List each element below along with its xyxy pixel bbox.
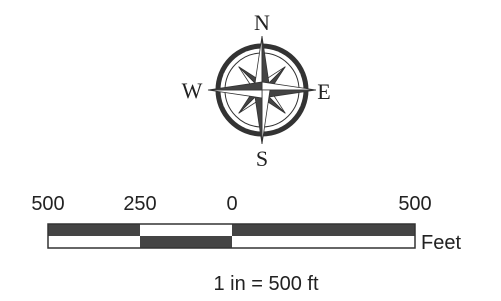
scale-label: 250 [123, 193, 156, 215]
scale-segment [140, 236, 232, 248]
compass-tick [245, 51, 247, 53]
compass-tick [223, 104, 225, 106]
south-label: S [256, 146, 268, 171]
compass-tick [276, 126, 278, 128]
scale-segment [48, 224, 140, 236]
compass-tick [276, 51, 278, 53]
north-label: N [254, 10, 270, 35]
scale-label: 500 [398, 193, 431, 215]
compass-tick [298, 104, 300, 106]
compass-tick [245, 126, 247, 128]
compass-tick [223, 73, 225, 75]
scale-segment [140, 224, 232, 236]
scale-ratio: 1 in = 500 ft [213, 273, 319, 295]
map-legend: N S W E 500 250 0 500 Feet 1 in = 500 ft [0, 0, 501, 301]
compass-rose [208, 36, 316, 144]
scale-segment [232, 236, 415, 248]
scale-bar [48, 224, 415, 248]
scale-label: 0 [226, 193, 237, 215]
west-label: W [182, 78, 203, 103]
scale-unit: Feet [421, 232, 461, 254]
scale-label: 500 [31, 193, 64, 215]
east-label: E [317, 79, 330, 104]
scale-segment [232, 224, 415, 236]
compass-tick [298, 73, 300, 75]
scale-segment [48, 236, 140, 248]
